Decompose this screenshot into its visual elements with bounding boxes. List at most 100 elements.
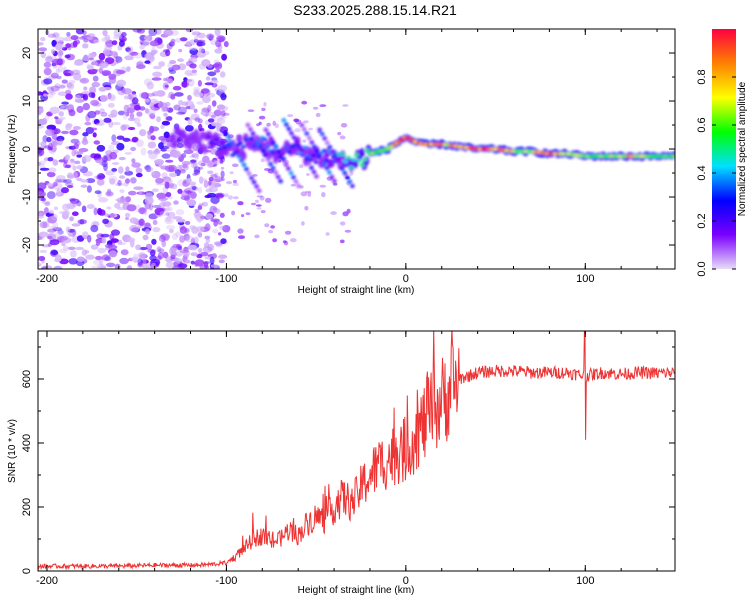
heatmap-cell	[214, 29, 221, 37]
heatmap-cell	[198, 47, 205, 53]
heatmap-cell	[220, 93, 227, 101]
heatmap-cell	[77, 219, 87, 225]
heatmap-cell	[60, 104, 65, 109]
heatmap-cell	[182, 249, 190, 257]
heatmap-cell	[204, 82, 214, 86]
heatmap-cell	[86, 178, 96, 184]
heatmap-cell	[51, 39, 57, 47]
heatmap-cell	[223, 112, 230, 116]
heatmap-cell	[313, 160, 319, 164]
snr-x-tick-label: -100	[215, 575, 237, 587]
heatmap-cell	[169, 133, 176, 142]
heatmap-cell	[85, 254, 95, 260]
heatmap-cell	[82, 102, 91, 111]
heatmap-cell	[306, 173, 310, 176]
heatmap-cell	[260, 210, 266, 214]
heatmap-cell	[80, 179, 89, 183]
heatmap-cell	[324, 159, 330, 163]
heatmap-cell	[57, 91, 68, 96]
heatmap-cell	[47, 215, 57, 224]
heatmap-cell	[159, 210, 169, 217]
heatmap-cell	[178, 48, 183, 53]
heatmap-cell	[238, 141, 244, 145]
heatmap-cell	[81, 231, 89, 239]
heatmap-cell	[220, 170, 225, 179]
heatmap-cell	[41, 197, 46, 202]
heatmap-cell	[43, 78, 53, 85]
heatmap-cell	[189, 48, 199, 55]
heatmap-cell	[39, 249, 48, 253]
heatmap-cell	[134, 117, 141, 125]
heatmap-cell	[58, 159, 66, 163]
heatmap-cell	[203, 180, 209, 188]
heatmap-cell	[136, 64, 146, 70]
heatmap-cell	[126, 107, 135, 114]
heatmap-cell	[317, 127, 323, 132]
heatmap-cell	[90, 99, 100, 106]
heatmap-cell	[90, 244, 99, 250]
heatmap-cell	[319, 184, 326, 188]
heatmap-cell	[104, 243, 113, 248]
heatmap-cell	[47, 157, 54, 162]
heatmap-cell	[152, 65, 162, 70]
heatmap-cell	[98, 209, 106, 216]
heatmap-cell	[293, 179, 299, 184]
heatmap-cell	[90, 68, 99, 73]
heatmap-cell	[189, 245, 198, 251]
heatmap-cell	[175, 209, 185, 216]
heatmap-cell	[118, 166, 124, 174]
heatmap-cell	[156, 255, 162, 261]
heatmap-cell	[82, 132, 89, 137]
heatmap-cell	[186, 140, 193, 150]
heatmap-cell	[124, 55, 134, 61]
heatmap-cell	[65, 226, 70, 232]
heatmap-cell	[59, 258, 69, 265]
heatmap-cell	[50, 72, 59, 79]
heatmap-cell	[180, 129, 187, 139]
colorbar-tick-label: 0.0	[696, 261, 708, 276]
heatmap-cell	[179, 37, 188, 42]
heatmap-cell	[39, 167, 50, 171]
heatmap-cell	[255, 199, 259, 203]
heatmap-cell	[169, 228, 174, 234]
heatmap-cell	[111, 40, 118, 46]
heatmap-cell	[50, 90, 56, 96]
heatmap-cell	[167, 141, 173, 147]
heatmap-cell	[120, 124, 127, 131]
heatmap-cell	[337, 131, 342, 136]
heatmap-cell	[351, 158, 357, 162]
heatmap-cell	[208, 140, 214, 145]
heatmap-cell	[87, 234, 92, 243]
heatmap-cell	[265, 145, 271, 149]
heatmap-cell	[64, 103, 74, 109]
heatmap-cell	[76, 105, 84, 114]
heatmap-cell	[249, 175, 254, 180]
spectrogram-y-axis-label: Frequency (Hz)	[7, 115, 18, 184]
heatmap-cell	[102, 30, 108, 36]
heatmap-cell	[210, 148, 217, 155]
heatmap-cell	[189, 63, 197, 69]
heatmap-cell	[345, 155, 351, 160]
heatmap-cell	[217, 221, 223, 225]
heatmap-cell	[97, 263, 105, 269]
heatmap-cell	[41, 118, 48, 125]
heatmap-cell	[139, 92, 148, 99]
heatmap-cell	[119, 257, 129, 265]
heatmap-cell	[166, 166, 176, 173]
colorbar-label: Normalized spectral amplitude	[737, 81, 748, 216]
snr-x-axis-label: Height of straight line (km)	[298, 585, 415, 596]
heatmap-cell	[144, 60, 151, 64]
heatmap-cell	[40, 36, 46, 42]
heatmap-cell	[254, 234, 260, 239]
heatmap-cell	[109, 178, 116, 185]
heatmap-cell	[220, 238, 227, 245]
heatmap-cell	[236, 134, 243, 144]
heatmap-cell	[53, 206, 59, 211]
heatmap-cell	[194, 208, 200, 213]
heatmap-cell	[202, 155, 210, 163]
heatmap-cell	[317, 153, 322, 158]
heatmap-cell	[306, 161, 312, 166]
heatmap-cell	[193, 91, 204, 98]
heatmap-cell	[165, 192, 172, 198]
heatmap-cell	[44, 114, 50, 122]
